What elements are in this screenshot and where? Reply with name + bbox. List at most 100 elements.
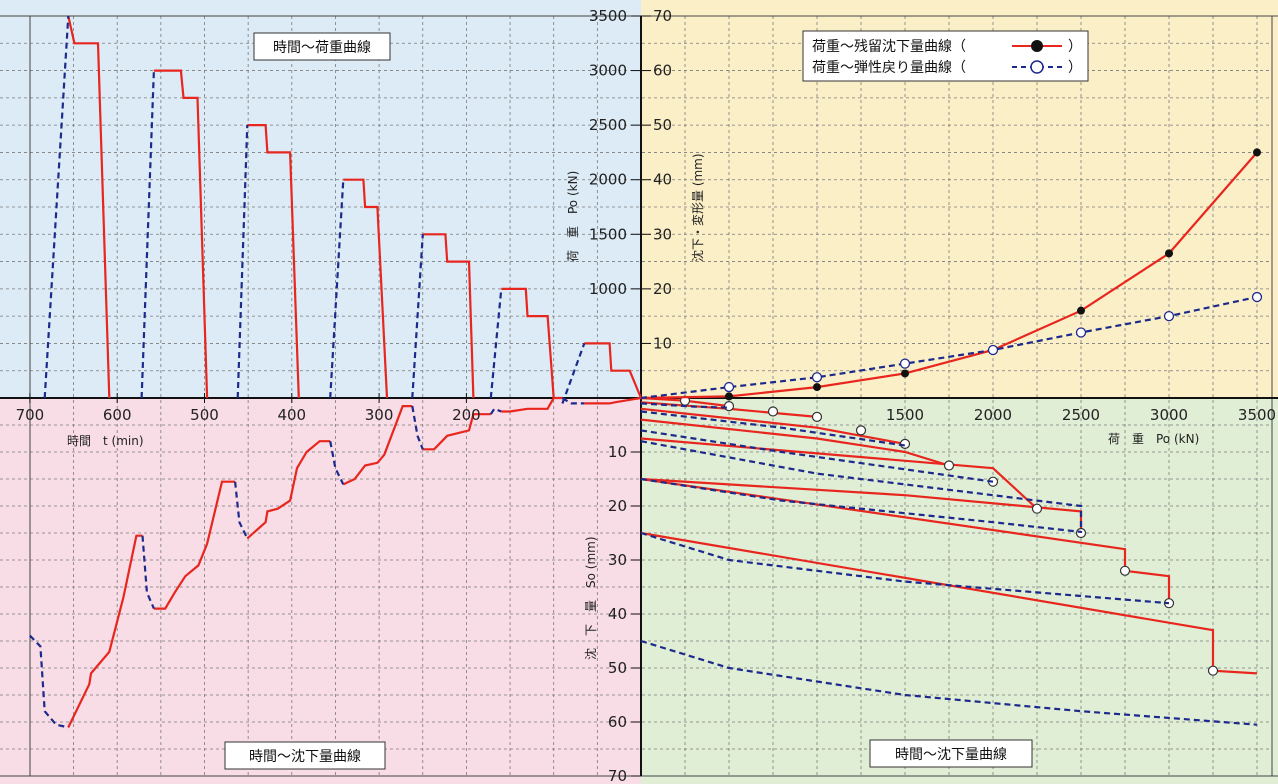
- time-settle-solid-red-2: [246, 440, 331, 540]
- tick-time-400: 400: [277, 406, 306, 424]
- time-load-solid-red-3: [343, 178, 389, 399]
- tick-settle-top-40: 40: [653, 171, 672, 189]
- title-top-left: 時間〜荷重曲線: [273, 40, 371, 56]
- tick-load-right-1500: 1500: [886, 406, 924, 424]
- tick-settle-bottom-50: 50: [608, 659, 627, 677]
- tick-settle-top-60: 60: [653, 62, 672, 80]
- elastic-point: [1163, 310, 1175, 322]
- time-load-solid-red-6: [584, 342, 643, 399]
- legend-marker-filled-icon: [1031, 40, 1043, 52]
- bg-bottom-right: [641, 398, 1278, 784]
- time-settle-dashed-blue-2: [234, 481, 249, 539]
- br-dashed-blue-6: [640, 639, 1258, 726]
- settlement-axis-label: 沈下・変形量 (mm): [690, 153, 705, 262]
- tick-settle-top-50: 50: [653, 116, 672, 134]
- br-dashed-blue-1: [640, 410, 906, 447]
- elastic-point: [1075, 327, 1087, 338]
- time-axis-label: 時間 t (min): [67, 434, 144, 448]
- time-load-dashed-blue-3: [329, 179, 345, 399]
- br-dashed-blue-2: [640, 429, 994, 483]
- time-load-dashed-blue-5: [489, 288, 503, 399]
- legend-close-1: ）: [1068, 39, 1082, 55]
- tick-load-right-2500: 2500: [1062, 406, 1100, 424]
- time-load-dashed-blue-1: [140, 70, 155, 399]
- elastic-line: [640, 295, 1258, 400]
- legend-label-elastic: 荷重〜弾性戻り量曲線（: [812, 60, 966, 76]
- time-settle-dashed-blue-5: [489, 407, 502, 415]
- br-dashed-blue-3: [640, 440, 1083, 533]
- settlement-axis-label-bottom: 沈 下 量 So (mm): [583, 536, 598, 660]
- tick-load-right-3500: 3500: [1238, 406, 1276, 424]
- tick-settle-bottom-20: 20: [608, 497, 627, 515]
- br-point: [1031, 503, 1043, 514]
- time-load-dashed-blue-0: [43, 15, 70, 399]
- tick-load-1500: 1500: [589, 225, 627, 243]
- title-bottom-left: 時間〜沈下量曲線: [249, 749, 361, 765]
- time-settle-solid-red-1: [153, 480, 236, 610]
- time-settle-dashed-blue-0: [29, 634, 69, 729]
- tick-settle-top-10: 10: [653, 334, 672, 352]
- tick-settle-top-20: 20: [653, 280, 672, 298]
- residual-point: [901, 369, 909, 378]
- time-settle-solid-red-0: [67, 534, 143, 728]
- tick-load-right-3000: 3000: [1150, 406, 1188, 424]
- tick-load-2500: 2500: [589, 116, 627, 134]
- elastic-point: [811, 372, 823, 383]
- load-axis-label-right: 荷 重 Po (kN): [1108, 432, 1199, 446]
- time-load-dashed-blue-2: [236, 125, 249, 399]
- br-dashed-blue-5: [640, 531, 1170, 605]
- time-settle-solid-red-4: [422, 413, 491, 451]
- residual-point: [725, 392, 733, 401]
- br-solid-red-open-3: [640, 418, 950, 467]
- legend: 荷重〜残留沈下量曲線（ ） 荷重〜弾性戻り量曲線（ ）: [802, 30, 1089, 82]
- br-point: [723, 401, 735, 412]
- time-settle-dashed-blue-6: [561, 397, 585, 405]
- tick-settle-bottom-30: 30: [608, 551, 627, 569]
- time-load-dashed-blue-6: [561, 343, 586, 404]
- br-dashed-blue-4: [640, 477, 1082, 533]
- br-dashed-blue-0: [640, 402, 730, 409]
- tick-labels: 700 600 500 400 300 200 3500 3000 2500 2000 1500 10…: [16, 7, 1277, 784]
- tick-load-1000: 1000: [589, 280, 627, 298]
- tick-time-300: 300: [365, 406, 394, 424]
- tick-time-500: 500: [190, 406, 219, 424]
- elastic-point: [899, 358, 911, 369]
- tick-settle-bottom-10: 10: [608, 443, 627, 461]
- tick-settle-bottom-60: 60: [608, 713, 627, 731]
- title-box-top-left: 時間〜荷重曲線: [253, 32, 391, 61]
- time-load-solid-red-4: [422, 233, 475, 399]
- title-box-bottom-left: 時間〜沈下量曲線: [224, 741, 386, 770]
- tick-load-3000: 3000: [589, 62, 627, 80]
- tick-time-200: 200: [452, 406, 481, 424]
- tick-time-700: 700: [16, 406, 45, 424]
- tick-settle-top-70: 70: [653, 7, 672, 25]
- residual-line: [640, 151, 1258, 400]
- time-load-dashed-blue-4: [411, 234, 424, 399]
- br-solid-red-open-4: [640, 437, 1038, 510]
- tick-settle-top-30: 30: [653, 225, 672, 243]
- legend-close-2: ）: [1068, 60, 1082, 76]
- tick-load-2000: 2000: [589, 171, 627, 189]
- time-settle-solid-red-5: [501, 396, 563, 413]
- time-load-solid-red-0: [67, 15, 111, 399]
- residual-point: [1077, 306, 1085, 315]
- time-load-solid-red-2: [247, 124, 300, 399]
- br-point: [899, 438, 911, 449]
- time-settle-dashed-blue-4: [411, 405, 424, 450]
- elastic-point: [987, 344, 999, 356]
- time-load-solid-red-5: [501, 287, 555, 399]
- series-layer: [29, 15, 1263, 729]
- br-point: [855, 425, 867, 436]
- time-settle-solid-red-3: [342, 405, 413, 486]
- bg-bottom-left: [0, 398, 641, 784]
- tick-settle-bottom-40: 40: [608, 605, 627, 623]
- br-point: [1207, 665, 1219, 676]
- legend-marker-open-icon: [1030, 60, 1044, 74]
- legend-label-residual: 荷重〜残留沈下量曲線（: [812, 39, 966, 55]
- br-solid-red-open-7: [640, 531, 1258, 675]
- title-bottom-right: 時間〜沈下量曲線: [895, 747, 1007, 763]
- br-point: [943, 460, 955, 471]
- tick-time-600: 600: [103, 406, 132, 424]
